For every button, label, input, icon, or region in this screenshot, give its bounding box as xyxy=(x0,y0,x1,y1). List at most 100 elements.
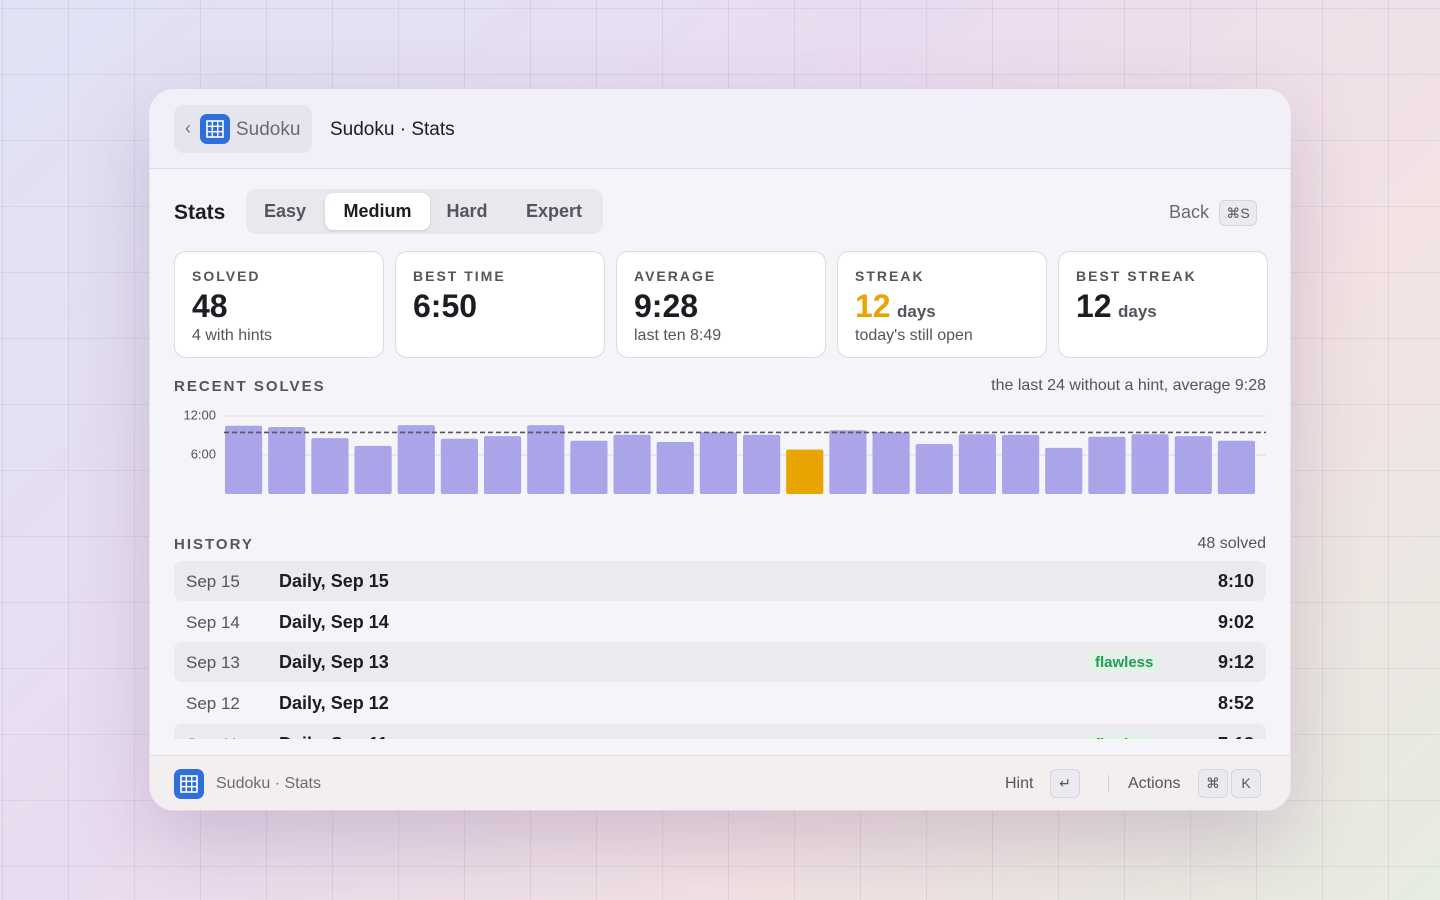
bar xyxy=(1174,436,1212,494)
bar xyxy=(1045,447,1083,494)
back-link[interactable]: Back xyxy=(1169,202,1210,222)
tab[interactable]: Hard xyxy=(446,201,488,221)
row-time: 8:52 xyxy=(1217,693,1254,714)
section-title: Stats xyxy=(174,201,226,224)
stat-label: STREAK xyxy=(855,268,925,284)
bar xyxy=(440,438,478,494)
bar xyxy=(829,430,867,494)
difficulty-tabs: Easy Medium Hard Expert xyxy=(246,189,603,234)
row-date: Sep 15 xyxy=(186,572,240,591)
stat-card: BEST TIME 6:50 xyxy=(395,251,605,358)
stat-sub: last ten 8:49 xyxy=(634,327,722,344)
y-tick-label: 6:00 xyxy=(191,446,216,461)
bar xyxy=(786,449,824,494)
stat-card: AVERAGE 9:28 last ten 8:49 xyxy=(616,251,826,358)
stat-card: BEST STREAK 12 days xyxy=(1058,251,1268,358)
footer-title: Sudoku · Stats xyxy=(216,775,321,792)
stat-value: 12 xyxy=(1076,288,1112,324)
row-name: Daily, Sep 11 xyxy=(279,734,388,739)
bar xyxy=(915,443,953,494)
row-time: 7:18 xyxy=(1218,734,1254,739)
bar xyxy=(958,434,996,494)
bar xyxy=(570,440,608,494)
stat-label: BEST STREAK xyxy=(1076,268,1197,284)
bar xyxy=(397,425,435,494)
history-row[interactable]: Sep 12 Daily, Sep 12 8:52 xyxy=(174,683,1266,723)
stat-sub: today's still open xyxy=(855,327,973,344)
stat-label: AVERAGE xyxy=(634,268,717,284)
history-list: Sep 15 Daily, Sep 15 8:10 Sep 14 Daily, Sep … xyxy=(150,561,1290,739)
row-time: 9:12 xyxy=(1217,652,1254,673)
bar xyxy=(354,445,392,494)
bar xyxy=(656,442,694,494)
row-name: Daily, Sep 12 xyxy=(279,693,389,714)
row-name: Daily, Sep 14 xyxy=(279,611,389,632)
header: ‹ Sudoku Sudoku · Stats xyxy=(150,90,1290,169)
chart-subtitle: the last 24 without a hint, average 9:28 xyxy=(991,377,1266,394)
window: ‹ Sudoku Sudoku · Stats Stats Easy Medium… xyxy=(150,90,1290,810)
row-name: Daily, Sep 13 xyxy=(279,652,389,673)
row-time: 9:02 xyxy=(1217,611,1254,632)
stat-value: 48 xyxy=(192,288,228,324)
bar xyxy=(743,434,781,494)
stat-card: STREAK 12 days today's still open xyxy=(837,251,1047,358)
bar xyxy=(311,438,349,494)
bar xyxy=(484,436,522,494)
stat-value: 12 xyxy=(855,288,891,324)
stat-label: SOLVED xyxy=(192,268,261,284)
stat-sub: 4 with hints xyxy=(192,327,273,344)
shortcut-key: ⌘S xyxy=(1219,200,1257,226)
row-badge: flawless xyxy=(1088,652,1161,674)
history-row[interactable]: Sep 14 Daily, Sep 14 9:02 xyxy=(174,602,1266,642)
action-key: K xyxy=(1231,769,1261,798)
history-count: 48 solved xyxy=(1197,535,1267,552)
row-date: Sep 12 xyxy=(186,694,240,714)
footer: Sudoku · Stats Hint ↵ Actions ⌘ K xyxy=(150,755,1290,810)
row-date: Sep 13 xyxy=(186,653,240,673)
divider xyxy=(1108,775,1109,792)
row-date: Sep 14 xyxy=(186,612,240,632)
actions-label[interactable]: Actions xyxy=(1128,775,1181,792)
bar xyxy=(268,427,306,494)
bar xyxy=(1217,440,1255,494)
bar xyxy=(699,432,737,494)
icon-grid xyxy=(180,775,198,793)
bar xyxy=(1002,434,1040,494)
history-row[interactable]: Sep 11 Daily, Sep 11 flawless 7:18 xyxy=(174,723,1266,739)
row-date: Sep 11 xyxy=(186,735,239,739)
app-icon xyxy=(200,114,230,144)
stat-value: 6:50 xyxy=(413,288,478,324)
stat-unit: days xyxy=(1118,302,1157,321)
hint-label[interactable]: Hint xyxy=(1005,775,1034,792)
tab[interactable]: Medium xyxy=(325,193,430,230)
tab[interactable]: Easy xyxy=(263,201,307,221)
tab[interactable]: Expert xyxy=(525,201,583,221)
history-row[interactable]: Sep 15 Daily, Sep 15 8:10 xyxy=(174,561,1266,601)
history-title: HISTORY xyxy=(174,536,254,553)
bar xyxy=(527,425,565,494)
chart-title: RECENT SOLVES xyxy=(174,378,326,395)
y-tick-label: 12:00 xyxy=(183,407,216,422)
chevron: ‹ xyxy=(185,118,191,138)
bar xyxy=(225,425,263,494)
icon-grid xyxy=(206,120,224,138)
stat-card: SOLVED 48 4 with hints xyxy=(174,251,384,358)
bar xyxy=(872,432,910,494)
bar xyxy=(1131,434,1169,494)
back-button[interactable]: ‹ Sudoku xyxy=(174,105,312,153)
history-row[interactable]: Sep 13 Daily, Sep 13 flawless 9:12 xyxy=(174,642,1266,683)
stat-unit: days xyxy=(897,302,936,321)
hint-key: ↵ xyxy=(1050,769,1080,798)
chart: 6:00 12:00 xyxy=(183,407,1266,494)
app-icon xyxy=(174,769,204,799)
action-key: ⌘ xyxy=(1198,769,1228,798)
window-title: Sudoku · Stats xyxy=(330,119,455,140)
back-label: Sudoku xyxy=(236,119,301,140)
row-time: 8:10 xyxy=(1217,571,1254,591)
row-badge: flawless xyxy=(1088,733,1161,739)
stat-label: BEST TIME xyxy=(413,268,506,284)
bar xyxy=(613,434,651,494)
stat-value: 9:28 xyxy=(634,288,699,324)
row-name: Daily, Sep 15 xyxy=(279,571,389,591)
